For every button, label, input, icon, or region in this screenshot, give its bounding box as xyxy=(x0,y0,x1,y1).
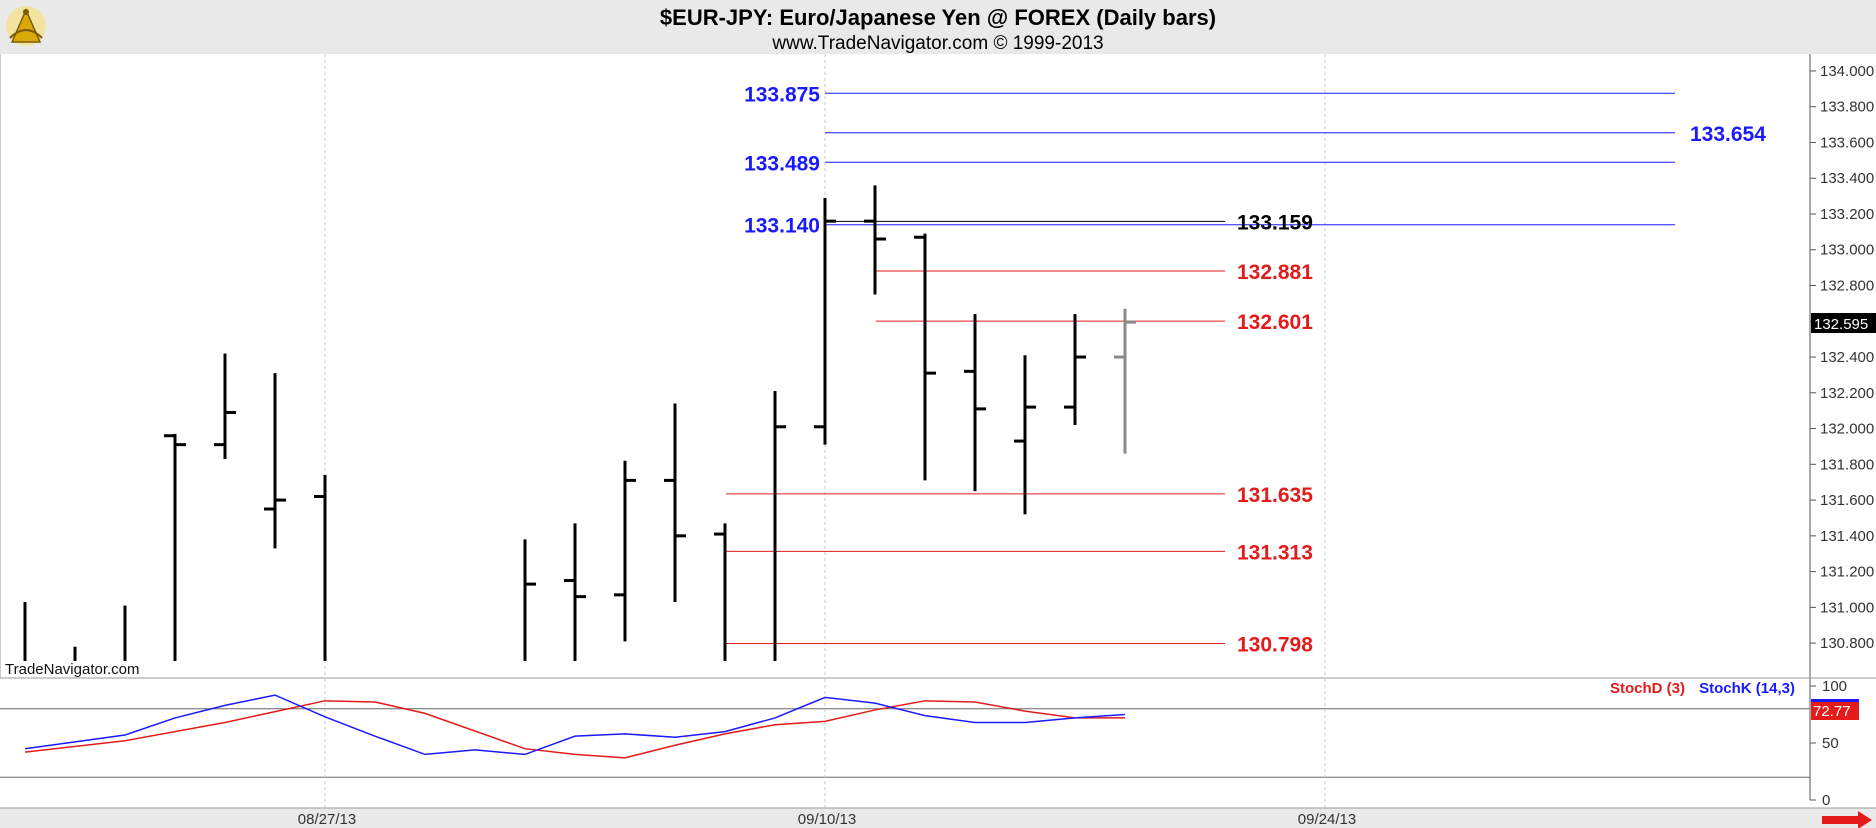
y-tick-label: 131.600 xyxy=(1820,492,1874,509)
last-stoch-label: 72.77 xyxy=(1813,703,1851,720)
level-label: 130.798 xyxy=(1237,633,1313,656)
y-tick-label: 131.200 xyxy=(1820,564,1874,581)
time-axis: 08/27/13 09/10/13 09/24/13 xyxy=(298,811,1356,828)
y-tick-label: 134.000 xyxy=(1820,63,1874,80)
level-label: 133.140 xyxy=(744,215,820,238)
level-label: 133.159 xyxy=(1237,211,1313,234)
stochastic-series-line xyxy=(24,700,1125,759)
level-label: 132.601 xyxy=(1237,311,1313,334)
level-label: 132.881 xyxy=(1237,261,1313,284)
y-tick-label: 133.600 xyxy=(1820,134,1874,151)
y-tick-label: 133.400 xyxy=(1820,170,1874,187)
y-tick-label: 133.800 xyxy=(1820,99,1874,116)
y-tick-label: 132.200 xyxy=(1820,385,1874,402)
stochastic-vertical-grid xyxy=(324,679,1326,808)
arrow-right-icon[interactable] xyxy=(1822,811,1872,828)
legend-stochd: StochD (3) xyxy=(1610,680,1685,697)
x-tick-label: 09/24/13 xyxy=(1298,811,1356,828)
level-label: 133.875 xyxy=(744,83,820,106)
y-tick-label: 133.200 xyxy=(1820,206,1874,223)
y-tick-label: 131.800 xyxy=(1820,456,1874,473)
ohlc-bars xyxy=(23,185,1136,661)
level-label: 133.489 xyxy=(744,152,820,175)
y-tick-label: 132.800 xyxy=(1820,278,1874,295)
y-tick-label: 132.400 xyxy=(1820,349,1874,366)
x-tick-label: 09/10/13 xyxy=(798,811,856,828)
y-tick-label: 131.400 xyxy=(1820,528,1874,545)
level-label: 133.654 xyxy=(1690,123,1766,146)
chart-title: $EUR-JPY: Euro/Japanese Yen @ FOREX (Dai… xyxy=(660,5,1216,30)
time-axis-band xyxy=(0,808,1876,828)
stochastic-series-line xyxy=(24,694,1126,756)
stoch-y-tick-label: 0 xyxy=(1822,792,1830,809)
y-tick-label: 131.000 xyxy=(1820,599,1874,616)
price-panel: 134.000 133.800 133.600 133.400 133.200 133.0… xyxy=(0,54,1876,800)
legend-stochk: StochK (14,3) xyxy=(1699,680,1795,697)
chart-subtitle: www.TradeNavigator.com © 1999-2013 xyxy=(771,33,1103,54)
last-stoch-box: 72.77 xyxy=(1811,699,1859,720)
x-tick-label: 08/27/13 xyxy=(298,811,356,828)
stoch-y-tick-label: 100 xyxy=(1822,678,1847,695)
level-label: 131.635 xyxy=(1237,484,1313,507)
y-tick-label: 133.000 xyxy=(1820,242,1874,259)
stochastic-lines xyxy=(24,694,1126,759)
y-tick-label: 130.800 xyxy=(1820,635,1874,652)
stochastic-panel: 100 50 0 StochD (3) StochK (14,3) 72.77 xyxy=(0,678,1859,809)
level-lines: 133.875 133.654 133.489 133.140 133.159 132.8… xyxy=(726,83,1766,656)
last-price-label: 132.595 xyxy=(1814,316,1868,333)
y-tick-label: 132.000 xyxy=(1820,421,1874,438)
price-axis: 134.000 133.800 133.600 133.400 133.200 133.0… xyxy=(1810,63,1874,652)
stoch-y-tick-label: 50 xyxy=(1822,735,1839,752)
sextant-logo xyxy=(6,6,46,46)
level-label: 131.313 xyxy=(1237,541,1313,564)
last-price-box: 132.595 xyxy=(1811,313,1876,333)
watermark: TradeNavigator.com xyxy=(5,661,140,678)
header-band xyxy=(0,0,1876,54)
stochastic-axis: 100 50 0 xyxy=(1810,678,1847,809)
